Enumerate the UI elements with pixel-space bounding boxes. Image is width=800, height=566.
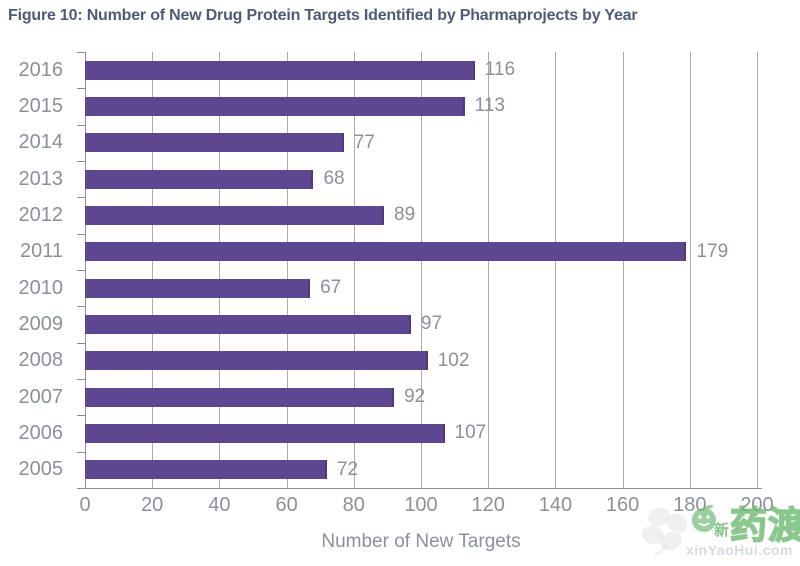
gridline-x-100 [421, 52, 422, 488]
bar-2016 [85, 60, 475, 80]
y-axis-label-2011: 2011 [19, 240, 63, 263]
x-axis-tick-labels: 0 20 40 60 80 100 120 140 160 180 200 [79, 494, 773, 518]
bar-row-2010: 67 [85, 270, 757, 306]
bar-value-label-2005: 72 [336, 458, 359, 480]
y-axis-label-2009: 2009 [18, 312, 64, 335]
y-axis-tick [77, 124, 85, 126]
y-axis-tick [77, 379, 85, 380]
x-tick-label-20: 20 [141, 494, 164, 516]
bar-2010 [85, 278, 311, 298]
bar-rows: 116 113 77 68 89 179 67 97 102 92 107 72 [85, 52, 757, 488]
y-axis-tick [77, 342, 85, 344]
y-axis-tick [77, 451, 85, 453]
bar-value-label-2013: 68 [323, 168, 345, 190]
bar-row-2009: 97 [85, 306, 757, 342]
y-axis-label-2007: 2007 [18, 385, 64, 408]
y-axis-label-2013: 2013 [18, 167, 64, 190]
bar-2011 [85, 242, 687, 262]
y-axis-labels: 2016 2015 2014 2013 2012 2011 2010 2009 2008 2007… [0, 52, 85, 488]
figure-title: Figure 10: Number of New Drug Protein Ta… [8, 7, 638, 24]
bar-value-label-2015: 113 [474, 95, 505, 117]
y-axis-label-2014: 2014 [18, 131, 64, 154]
y-axis-tick [77, 415, 85, 417]
y-axis-tick [77, 488, 85, 489]
gridline-x-60 [286, 52, 288, 488]
y-axis-tick [77, 88, 85, 90]
x-axis-title: Number of New Targets [321, 531, 521, 552]
bar-2014 [85, 133, 344, 153]
bar-row-2005: 72 [85, 452, 757, 488]
bar-row-2012: 89 [85, 197, 757, 233]
x-tick-label-160: 160 [605, 494, 640, 516]
bar-row-2016: 116 [85, 52, 757, 88]
x-tick-label-40: 40 [208, 494, 231, 516]
bar-2013 [85, 169, 314, 189]
gridline-x-160 [622, 52, 624, 488]
bar-value-label-2010: 67 [320, 277, 342, 299]
gridline-x-140 [555, 52, 557, 488]
bar-2012 [85, 205, 385, 225]
y-axis-tick [77, 52, 85, 53]
y-axis-label-2008: 2008 [18, 349, 64, 372]
x-tick-label-140: 140 [538, 494, 573, 516]
y-axis-tick [77, 233, 85, 235]
gridline-x-180 [689, 52, 691, 488]
bar-value-label-2008: 102 [437, 349, 470, 371]
gridline-x-20 [152, 52, 154, 488]
bar-value-label-2014: 77 [353, 131, 375, 153]
y-axis-label-2010: 2010 [18, 276, 64, 299]
gridline-x-80 [353, 52, 355, 488]
y-axis-tick [77, 306, 85, 308]
y-axis-label-2016: 2016 [18, 58, 64, 81]
bar-2006 [85, 423, 445, 443]
x-tick-label-0: 0 [79, 494, 91, 516]
gridline-x-120 [488, 52, 490, 488]
y-axis-label-2006: 2006 [18, 421, 64, 444]
bar-2015 [85, 96, 465, 116]
bar-row-2015: 113 [85, 88, 757, 124]
bar-value-label-2009: 97 [420, 313, 443, 335]
gridline-x-0 [85, 52, 86, 488]
bar-2009 [85, 314, 411, 334]
bar-2005 [85, 460, 327, 480]
gridline-x-40 [219, 52, 221, 488]
x-tick-label-80: 80 [342, 494, 365, 516]
bar-value-label-2011: 179 [696, 240, 729, 262]
gridline-x-200 [757, 52, 758, 488]
x-axis-line [85, 488, 762, 489]
bar-value-label-2012: 89 [394, 204, 416, 226]
bar-value-label-2006: 107 [454, 422, 487, 444]
bar-2007 [85, 387, 395, 407]
y-axis-label-2012: 2012 [18, 203, 64, 226]
bar-value-label-2016: 116 [484, 59, 516, 81]
bar-row-2007: 92 [85, 379, 757, 415]
bar-row-2008: 102 [85, 343, 757, 379]
y-axis-tick [77, 270, 85, 271]
bar-2008 [85, 351, 428, 371]
y-axis-label-2015: 2015 [18, 94, 64, 117]
x-tick-label-180: 180 [673, 494, 707, 516]
y-axis-label-2005: 2005 [18, 458, 64, 481]
y-axis-tick [77, 197, 85, 199]
bar-row-2014: 77 [85, 125, 757, 161]
x-tick-label-200: 200 [740, 494, 774, 516]
bar-value-label-2007: 92 [404, 386, 426, 408]
x-tick-label-60: 60 [275, 494, 298, 516]
x-tick-label-120: 120 [471, 494, 505, 516]
bar-row-2011: 179 [85, 234, 757, 270]
bar-row-2013: 68 [85, 161, 757, 197]
x-tick-label-100: 100 [404, 494, 438, 516]
plot-area: 116 113 77 68 89 179 67 97 102 92 107 72 [85, 52, 758, 488]
y-axis-tick [77, 161, 85, 162]
bar-row-2006: 107 [85, 415, 757, 451]
